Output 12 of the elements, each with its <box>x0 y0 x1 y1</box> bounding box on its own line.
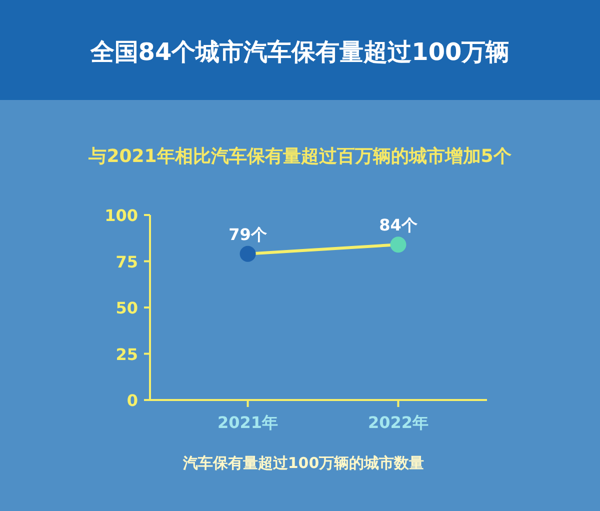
ytick: 25 <box>116 344 138 364</box>
ytick: 75 <box>116 252 138 272</box>
subtitle: 与2021年相比汽车保有量超过百万辆的城市增加5个 <box>88 146 512 167</box>
xlabel: 汽车保有量超过100万辆的城市数量 <box>182 454 424 472</box>
ytick: 50 <box>116 298 138 318</box>
ytick: 0 <box>126 391 138 410</box>
ytick: 100 <box>104 206 138 225</box>
title: 全国84个城市汽车保有量超过100万辆 <box>90 38 510 66</box>
value-label: 84个 <box>379 216 418 235</box>
xtick: 2021年 <box>218 413 278 432</box>
value-label: 79个 <box>228 224 267 244</box>
xtick: 2022年 <box>368 413 428 432</box>
